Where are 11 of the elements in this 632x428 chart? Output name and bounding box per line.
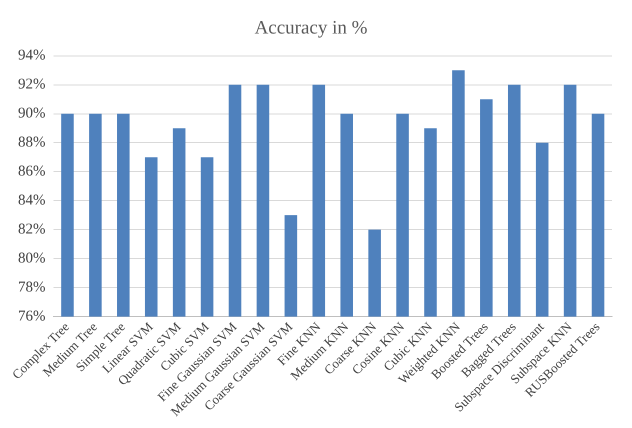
y-tick-label: 90% xyxy=(18,106,46,122)
y-tick-label: 88% xyxy=(18,134,46,151)
y-tick-label: 82% xyxy=(18,222,46,238)
y-tick-label: 92% xyxy=(18,76,46,93)
chart-title: Accuracy in % xyxy=(254,17,368,38)
y-tick-label: 78% xyxy=(18,280,46,296)
y-tick-label: 84% xyxy=(18,192,46,209)
y-tick-label: 76% xyxy=(18,308,46,325)
y-tick-label: 80% xyxy=(18,250,46,267)
y-tick-label: 86% xyxy=(18,164,46,180)
y-tick-label: 94% xyxy=(18,48,46,64)
